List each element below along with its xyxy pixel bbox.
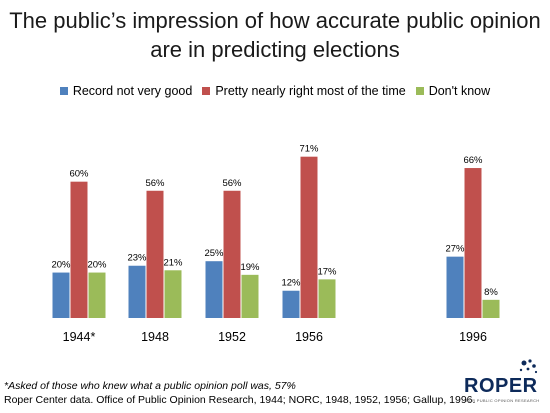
source-note: Roper Center data. Office of Public Opin…: [4, 394, 476, 406]
legend-item-right: Pretty nearly right most of the time: [202, 84, 406, 98]
x-tick-label: 1948: [141, 330, 169, 344]
logo-mark-icon: [519, 359, 538, 374]
data-label: 71%: [299, 144, 319, 155]
x-tick-label: 1944*: [63, 330, 96, 344]
data-label: 19%: [240, 262, 260, 273]
bar-record-not-very-good-1948: [128, 265, 146, 318]
data-label: 8%: [484, 287, 498, 298]
logo-subtext: FOR PUBLIC OPINION RESEARCH: [466, 398, 540, 403]
data-label: 23%: [127, 253, 147, 264]
bar-don-t-know-1948: [164, 270, 182, 318]
data-label: 20%: [51, 260, 71, 271]
bar-record-not-very-good-1944: [52, 272, 70, 318]
legend-label-dontknow: Don't know: [428, 84, 491, 98]
data-label: 56%: [222, 178, 242, 189]
data-label: 25%: [204, 248, 224, 259]
bar-pretty-nearly-right-most-of-the-time-1952: [223, 190, 241, 318]
legend-label-record: Record not very good: [72, 84, 193, 98]
bar-don-t-know-1952: [241, 274, 259, 318]
logo-text: ROPER: [464, 375, 538, 397]
legend-item-dontknow: Don't know: [415, 84, 491, 98]
legend-swatch-dontknow: [415, 87, 424, 95]
bar-pretty-nearly-right-most-of-the-time-1956: [300, 156, 318, 318]
data-label: 56%: [145, 178, 165, 189]
data-label: 12%: [281, 278, 301, 289]
bar-record-not-very-good-1952: [205, 261, 223, 318]
legend-swatch-right: [202, 87, 211, 95]
bar-pretty-nearly-right-most-of-the-time-1944: [70, 181, 88, 318]
bar-pretty-nearly-right-most-of-the-time-1996: [464, 168, 482, 318]
legend-label-right: Pretty nearly right most of the time: [215, 84, 406, 98]
data-label: 60%: [69, 169, 89, 180]
data-label: 21%: [163, 257, 183, 268]
data-label: 20%: [87, 260, 107, 271]
chart-title-line-2: are in predicting elections: [150, 37, 400, 62]
footnote: *Asked of those who knew what a public o…: [4, 380, 296, 392]
data-label: 27%: [445, 244, 465, 255]
legend-swatch-record: [59, 87, 68, 95]
x-tick-label: 1956: [295, 330, 323, 344]
roper-logo: ROPER FOR PUBLIC OPINION RESEARCH: [464, 357, 544, 407]
x-tick-label: 1952: [218, 330, 246, 344]
legend: Record not very good Pretty nearly right…: [0, 84, 550, 98]
bar-record-not-very-good-1996: [446, 256, 464, 318]
bar-record-not-very-good-1956: [282, 290, 300, 318]
chart-title: The public’s impression of how accurate …: [0, 6, 550, 64]
data-label: 17%: [317, 266, 337, 277]
x-tick-label: 1996: [459, 330, 487, 344]
legend-item-record: Record not very good: [59, 84, 193, 98]
chart-title-line-1: The public’s impression of how accurate …: [9, 8, 541, 33]
bar-don-t-know-1996: [482, 299, 500, 318]
bar-pretty-nearly-right-most-of-the-time-1948: [146, 190, 164, 318]
data-label: 66%: [463, 155, 483, 166]
bar-don-t-know-1944: [88, 272, 106, 318]
bar-don-t-know-1956: [318, 279, 336, 318]
